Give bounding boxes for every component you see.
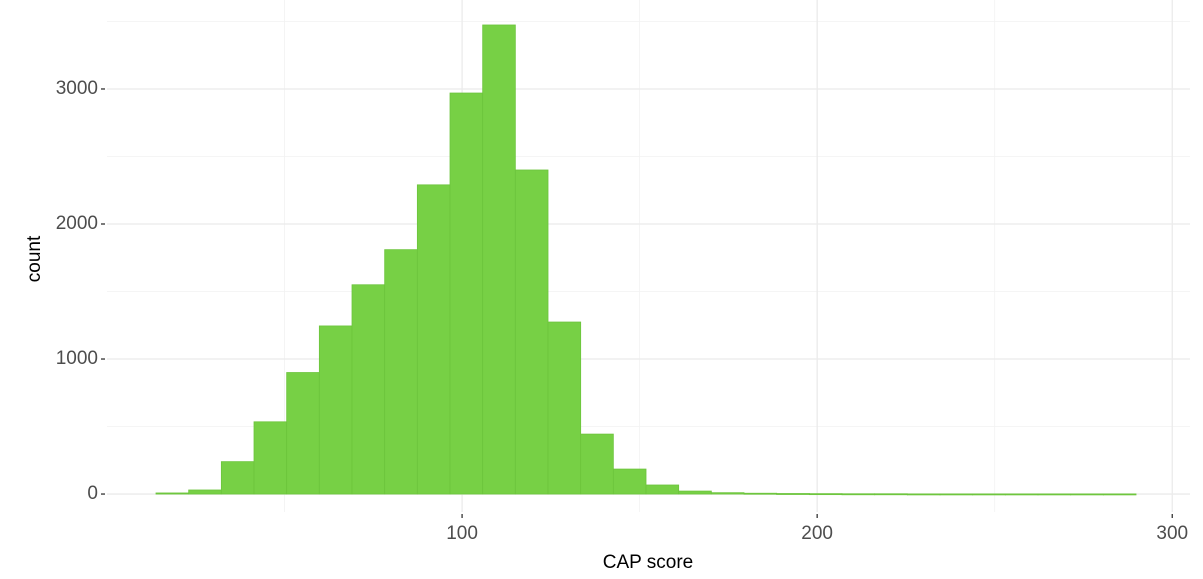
bar [514, 169, 549, 495]
bar [808, 493, 843, 496]
x-tick-label: 100 [446, 523, 478, 544]
bar [449, 92, 484, 495]
bar [547, 321, 582, 495]
bar [874, 493, 908, 496]
bar [645, 484, 680, 495]
bar [1037, 493, 1072, 496]
bar [220, 461, 255, 495]
bar [939, 493, 974, 496]
bar [906, 493, 941, 496]
bar [743, 492, 778, 495]
bar [710, 492, 745, 495]
bar [253, 421, 288, 495]
y-tick-label: 2000 [56, 213, 98, 234]
y-tick-label: 3000 [56, 78, 98, 99]
bar [1070, 493, 1104, 496]
y-tick-label: 1000 [56, 348, 98, 369]
bar [416, 184, 451, 495]
bar [612, 468, 647, 495]
x-tick-label: 200 [801, 523, 833, 544]
y-axis-title: count [24, 235, 45, 282]
bar [972, 493, 1006, 496]
bar [318, 325, 353, 495]
bar [482, 24, 516, 495]
bar [1004, 493, 1039, 496]
bar [580, 433, 614, 495]
bar [351, 284, 386, 495]
x-tick-label: 300 [1156, 523, 1188, 544]
x-axis-title: CAP score [603, 552, 693, 573]
bar [155, 492, 190, 495]
bar [776, 493, 810, 495]
y-tick-label: 0 [87, 483, 98, 504]
bar [286, 372, 320, 495]
bar [841, 493, 876, 496]
bar [384, 249, 418, 495]
bar [678, 490, 712, 495]
bar [188, 489, 222, 495]
bar [1102, 493, 1137, 496]
